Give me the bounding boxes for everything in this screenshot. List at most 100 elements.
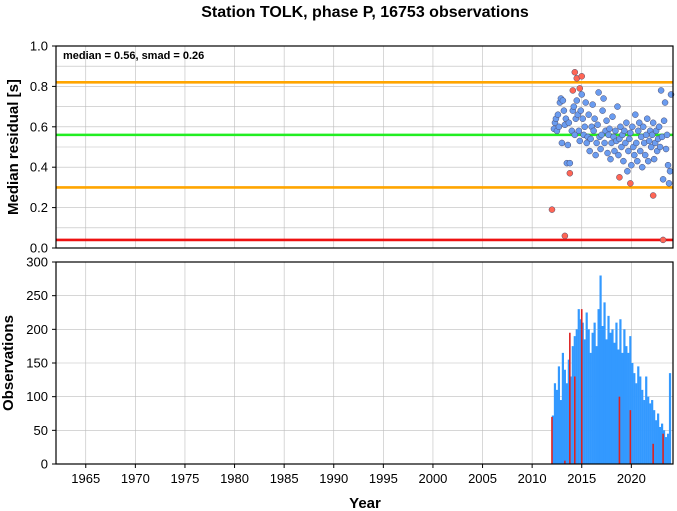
residual-point [592,151,599,159]
residual-point [571,69,579,76]
residual-point [622,139,629,147]
observations-panel: 0 50 100 150 200 250 300 1965 1970 1975 1980 1985 1… [0,255,674,511]
residual-point [559,97,567,104]
x-tick-label: 2015 [567,471,596,486]
residual-y-tick-label: 1.0 [30,39,48,54]
residual-point [581,123,588,131]
residual-point [595,89,602,96]
residual-point [582,99,589,106]
residual-panel-frame [55,45,674,249]
observations-y-tick-label: 200 [26,322,48,337]
residual-point [637,147,644,155]
x-tick-label: 1975 [170,471,199,486]
observations-y-tick-label: 250 [26,288,48,303]
residual-point [604,149,611,157]
residual-point [623,119,630,127]
residual-point [666,167,674,175]
residual-y-axis-label: Median residual [s] [5,79,22,215]
residual-point [620,157,627,165]
x-axis-label: Year [349,495,381,511]
residual-point [641,151,649,159]
residual-point [662,145,670,153]
residual-point [648,131,656,139]
residual-point [628,161,635,169]
residual-point [598,131,605,139]
residual-point [647,143,655,151]
residual-point [634,157,641,165]
residual-point [554,111,562,118]
residual-point [645,137,653,145]
residual-point [615,151,622,159]
residual-point [624,167,631,175]
residual-point [631,151,638,159]
residual-point [576,137,584,145]
residual-point [578,73,585,80]
residual-point [558,139,566,147]
residual-point [612,127,619,135]
residual-point [665,180,673,187]
residual-point [611,147,618,155]
residual-point [649,119,657,127]
residual-point [603,117,610,124]
residual-point [659,236,667,244]
residual-point [570,103,578,110]
residual-point [614,103,621,110]
residual-point [664,161,672,169]
residual-point [579,115,586,122]
residual-point [571,131,579,139]
residual-point [566,159,574,167]
residual-point [621,127,628,135]
x-tick-label: 2020 [617,471,646,486]
observations-y-tick-label: 50 [34,423,48,438]
residual-point [587,135,594,143]
x-tick-label: 2000 [418,471,447,486]
residual-point [649,192,657,199]
residual-y-tick-label: 0.2 [30,200,48,215]
residual-point [663,131,671,139]
residual-point [578,91,585,98]
x-tick-label: 1965 [71,471,100,486]
observations-y-axis-label: Observations [0,315,17,411]
residual-point [617,123,624,131]
residual-point [606,125,613,133]
median-smad-annotation: median = 0.56, smad = 0.26 [63,50,204,62]
x-tick-label: 1985 [270,471,299,486]
residual-point [625,147,632,155]
residual-point [660,117,668,124]
residual-point [586,147,593,155]
residual-point [636,119,643,127]
observations-y-tick-label: 150 [26,356,48,371]
residual-point [639,123,647,131]
residual-point [650,155,658,163]
residual-point [577,107,584,114]
residual-y-tick-label: 0.8 [30,79,48,94]
residual-point [573,97,581,104]
residual-point [585,111,592,118]
residual-point [599,107,606,114]
x-tick-label: 1995 [369,471,398,486]
residual-y-tick-label: 0.6 [30,119,48,134]
residual-point [629,123,636,131]
residual-point [609,113,616,120]
observations-y-tick-label: 100 [26,389,48,404]
residual-y-tick-label: 0.4 [30,160,48,175]
residual-point [643,115,651,122]
residual-point [600,95,607,102]
residual-point [626,135,633,143]
residual-point [594,121,601,129]
residual-point [632,111,639,118]
residual-point [548,206,556,213]
residual-panel: 0.0 0.2 0.4 0.6 0.8 1.0 median = 0.56, smad =… [5,39,675,256]
residual-point [561,232,569,240]
residual-point [565,119,573,127]
chart-title: Station TOLK, phase P, 16753 observation… [201,4,529,21]
observations-y-tick-label: 0 [41,457,48,472]
residual-point [590,127,597,135]
residual-point [564,141,572,149]
residual-point [657,87,665,94]
residual-point [566,170,574,177]
residual-point [655,123,663,131]
residual-point [569,87,577,94]
x-tick-label: 1970 [121,471,150,486]
